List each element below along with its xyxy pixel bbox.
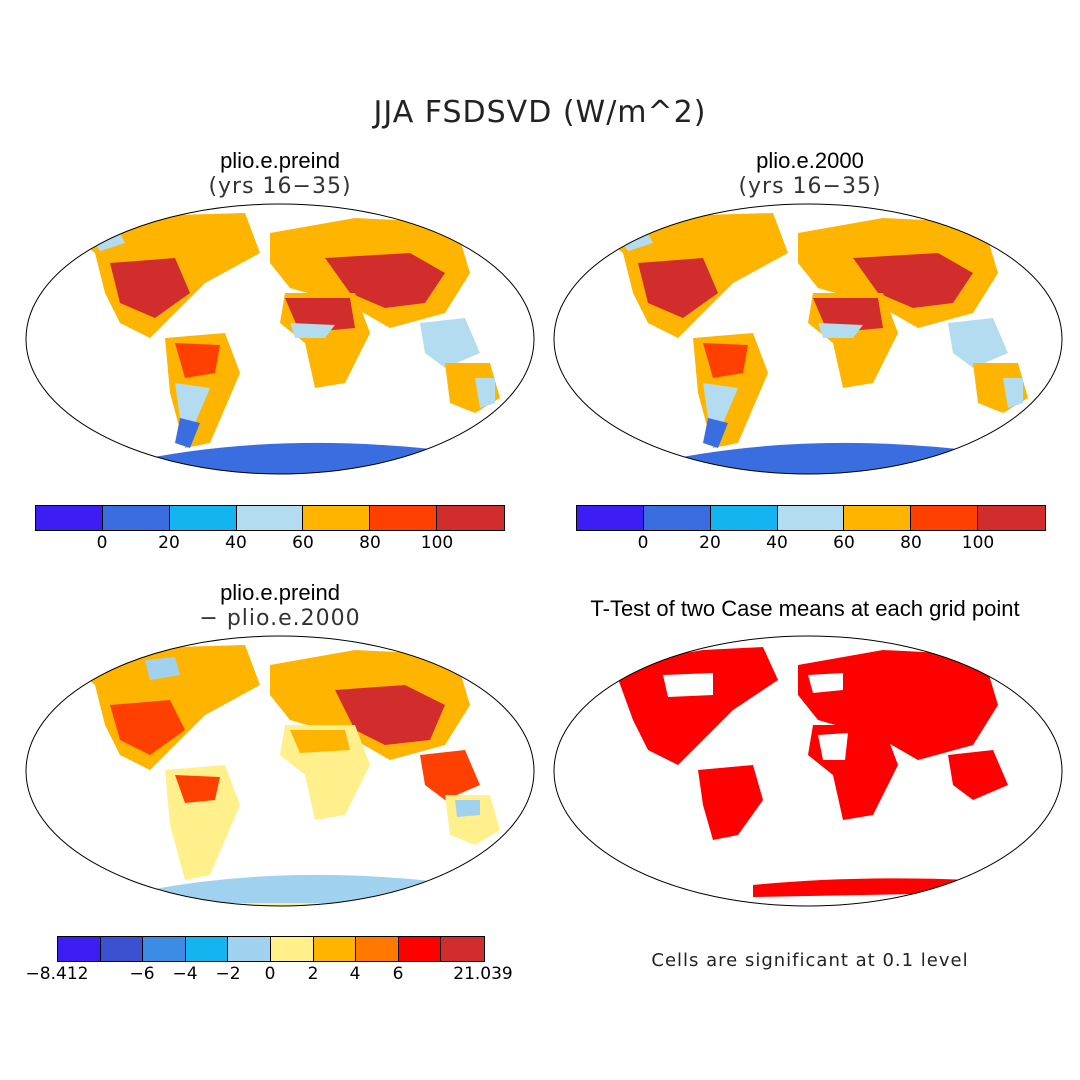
colorbar-3-swatch-0 bbox=[58, 937, 101, 961]
colorbar-3-tick-neg4: −4 bbox=[172, 964, 198, 984]
colorbar-2-swatch-1 bbox=[643, 506, 711, 530]
colorbar-2-tick-100: 100 bbox=[961, 533, 995, 553]
panel-2-title: plio.e.2000 bbox=[756, 148, 864, 173]
colorbar-3-swatch-3 bbox=[185, 937, 229, 961]
colorbar-2-swatch-5 bbox=[911, 506, 979, 530]
significance-note: Cells are significant at 0.1 level bbox=[651, 950, 969, 971]
colorbar-1-tick-80: 80 bbox=[359, 533, 381, 553]
colorbar-2-tick-80: 80 bbox=[900, 533, 922, 553]
colorbar-2-swatch-6 bbox=[978, 506, 1045, 530]
map-panel-4 bbox=[553, 635, 1063, 907]
colorbar-1-tick-60: 60 bbox=[292, 533, 314, 553]
colorbar-3-tick-max: 21.039 bbox=[453, 964, 513, 984]
colorbar-1-swatch-5 bbox=[370, 506, 438, 530]
colorbar-3-tick-neg2: −2 bbox=[215, 964, 241, 984]
colorbar-3-tick-2: 2 bbox=[307, 964, 319, 984]
colorbar-1-tick-100: 100 bbox=[420, 533, 454, 553]
panel-4-title: T-Test of two Case means at each grid po… bbox=[590, 596, 1020, 621]
colorbar-panel-3 bbox=[57, 936, 485, 962]
colorbar-1-swatch-1 bbox=[102, 506, 170, 530]
colorbar-2-swatch-3 bbox=[777, 506, 845, 530]
colorbar-2-tick-60: 60 bbox=[833, 533, 855, 553]
colorbar-1-swatch-6 bbox=[437, 506, 504, 530]
colorbar-3-swatch-5 bbox=[270, 937, 314, 961]
colorbar-1-tick-40: 40 bbox=[225, 533, 247, 553]
colorbar-2-tick-20: 20 bbox=[699, 533, 721, 553]
colorbar-3-tick-neg6: −6 bbox=[129, 964, 155, 984]
colorbar-1-swatch-2 bbox=[169, 506, 237, 530]
colorbar-3-swatch-1 bbox=[100, 937, 144, 961]
colorbar-3-swatch-7 bbox=[356, 937, 399, 961]
panel-1-title: plio.e.preind bbox=[220, 148, 340, 173]
figure-title: JJA FSDSVD (W/m^2) bbox=[373, 95, 707, 130]
colorbar-3-swatch-9 bbox=[441, 937, 484, 961]
colorbar-1-swatch-4 bbox=[303, 506, 371, 530]
colorbar-2-swatch-2 bbox=[710, 506, 778, 530]
colorbar-1-tick-0: 0 bbox=[96, 533, 108, 553]
colorbar-1-tick-20: 20 bbox=[158, 533, 180, 553]
panel-1-subtitle: (yrs 16−35) bbox=[208, 174, 352, 199]
colorbar-panel-1 bbox=[35, 505, 505, 531]
colorbar-1-swatch-3 bbox=[236, 506, 304, 530]
colorbar-3-tick-0: 0 bbox=[264, 964, 276, 984]
colorbar-2-swatch-0 bbox=[577, 506, 644, 530]
colorbar-panel-2 bbox=[576, 505, 1046, 531]
colorbar-3-tick-6: 6 bbox=[392, 964, 404, 984]
colorbar-3-tick-min: −8.412 bbox=[25, 964, 89, 984]
panel-2-subtitle: (yrs 16−35) bbox=[738, 174, 882, 199]
colorbar-2-swatch-4 bbox=[844, 506, 912, 530]
colorbar-3-swatch-2 bbox=[143, 937, 186, 961]
colorbar-3-swatch-4 bbox=[228, 937, 271, 961]
colorbar-2-tick-0: 0 bbox=[637, 533, 649, 553]
panel-3-title: plio.e.preind bbox=[220, 580, 340, 605]
colorbar-3-tick-4: 4 bbox=[349, 964, 361, 984]
colorbar-2-tick-40: 40 bbox=[766, 533, 788, 553]
map-panel-1 bbox=[25, 203, 535, 475]
map-panel-3 bbox=[25, 635, 535, 907]
panel-3-subtitle: − plio.e.2000 bbox=[199, 606, 361, 631]
colorbar-1-swatch-0 bbox=[36, 506, 103, 530]
map-panel-2 bbox=[553, 203, 1063, 475]
colorbar-3-swatch-6 bbox=[313, 937, 357, 961]
colorbar-3-swatch-8 bbox=[398, 937, 442, 961]
